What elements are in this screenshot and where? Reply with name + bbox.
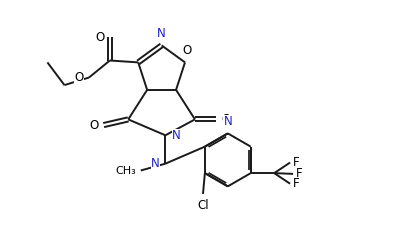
Text: Cl: Cl [197, 199, 208, 212]
Text: F: F [292, 156, 299, 169]
Text: F: F [292, 177, 299, 190]
Text: N: N [223, 115, 232, 128]
Text: N: N [172, 129, 180, 142]
Text: O: O [74, 71, 83, 84]
Text: O: O [221, 113, 230, 126]
Text: CH₃: CH₃ [115, 166, 136, 176]
Text: F: F [295, 167, 302, 180]
Text: O: O [182, 44, 191, 57]
Text: O: O [95, 31, 104, 44]
Text: O: O [89, 118, 98, 132]
Text: N: N [151, 157, 160, 170]
Text: N: N [156, 27, 165, 40]
